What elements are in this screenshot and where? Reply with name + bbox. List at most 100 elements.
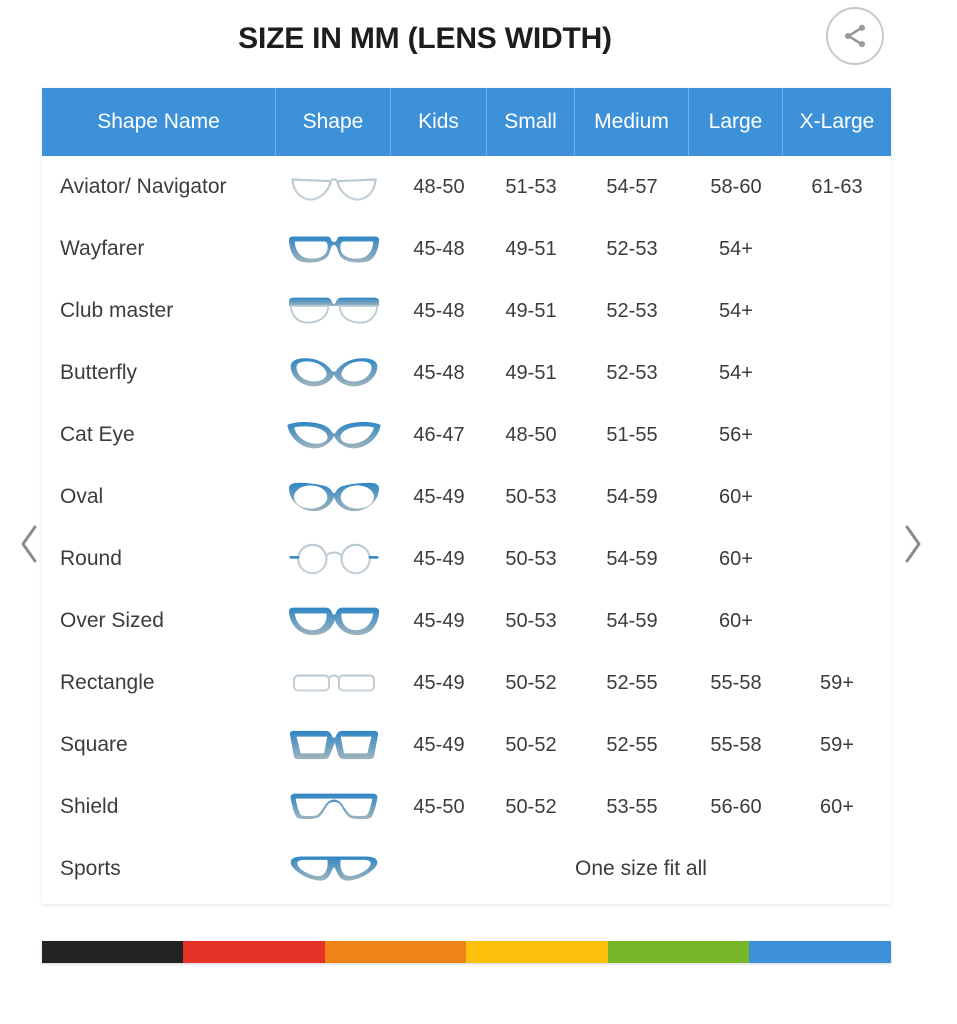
cell-large: 54+ <box>719 361 753 384</box>
color-bar-segment <box>324 941 467 963</box>
cell-shape-round-icon <box>276 528 391 590</box>
cell-kids: 46-47 <box>413 423 465 446</box>
cell-kids: 45-48 <box>413 237 465 260</box>
share-icon <box>841 22 869 50</box>
cell-kids: 48-50 <box>413 175 465 198</box>
table-row: Square 45-49 50-52 52-55 55-58 59+ <box>42 714 891 776</box>
cell-small: 50-52 <box>505 795 557 818</box>
cell-shape-butterfly-icon <box>276 342 391 404</box>
cell-shape-shield-icon <box>276 776 391 838</box>
cell-small: 50-53 <box>505 609 557 632</box>
cell-xlarge <box>783 218 891 280</box>
cell-large: 55-58 <box>710 733 762 756</box>
cell-small: 49-51 <box>505 299 557 322</box>
cell-kids: 45-49 <box>413 547 465 570</box>
cell-kids: 45-50 <box>413 795 465 818</box>
cell-shape-cateye-icon <box>276 404 391 466</box>
cell-shape-square-icon <box>276 714 391 776</box>
color-bar-segment <box>607 941 750 963</box>
cell-medium: 52-55 <box>606 671 658 694</box>
cell-medium: 53-55 <box>606 795 658 818</box>
cell-medium: 52-53 <box>606 237 658 260</box>
glyph-svg <box>288 543 379 575</box>
share-button[interactable] <box>826 7 884 65</box>
table-row: Shield 45-50 50-52 53-55 56-60 60+ <box>42 776 891 838</box>
cell-medium: 52-53 <box>606 361 658 384</box>
cell-kids: 45-48 <box>413 361 465 384</box>
table-row: Sports One size fit all <box>42 838 891 900</box>
cell-shape-name: Butterfly <box>60 361 138 384</box>
table-row: Rectangle 45-49 50-52 52-55 55-58 59+ <box>42 652 891 714</box>
table-row: Round 45-49 50-53 54-59 60+ <box>42 528 891 590</box>
cell-medium: 54-59 <box>606 547 658 570</box>
cell-shape-oversized-icon <box>276 590 391 652</box>
glyph-svg <box>290 793 377 820</box>
cell-xlarge <box>783 590 891 652</box>
cell-medium: 52-55 <box>606 733 658 756</box>
table-row: Cat Eye 46-47 48-50 51-55 56+ <box>42 404 891 466</box>
table-row: Wayfarer 45-48 49-51 52-53 54+ <box>42 218 891 280</box>
cell-shape-oval-icon <box>276 466 391 528</box>
cell-kids: 45-49 <box>413 733 465 756</box>
cell-kids: 45-49 <box>413 485 465 508</box>
color-bar-segment <box>749 941 891 963</box>
cell-xlarge <box>783 466 891 528</box>
table-row: Aviator/ Navigator 48-50 51-53 54-57 58-60 61… <box>42 156 891 218</box>
column-header-medium: Medium <box>575 88 689 156</box>
glyph-svg <box>288 482 379 512</box>
glyph-svg <box>288 236 379 263</box>
cell-xlarge <box>783 280 891 342</box>
column-header-shape: Shape <box>276 88 391 156</box>
cell-large: 56-60 <box>710 795 762 818</box>
glyph-svg <box>288 674 379 692</box>
color-bar <box>42 941 891 963</box>
cell-medium: 54-59 <box>606 485 658 508</box>
cell-xlarge <box>783 342 891 404</box>
cell-shape-name: Rectangle <box>60 671 155 694</box>
cell-xlarge <box>783 404 891 466</box>
glyph-svg <box>288 297 379 324</box>
cell-shape-aviator-icon <box>276 156 391 218</box>
cell-shape-name: Shield <box>60 795 119 818</box>
table-row: Oval 45-49 50-53 54-59 60+ <box>42 466 891 528</box>
column-header-x-large: X-Large <box>799 110 875 133</box>
cell-small: 50-52 <box>505 733 557 756</box>
glyph-svg <box>288 607 379 636</box>
cell-medium: 54-57 <box>606 175 658 198</box>
cell-large: 54+ <box>719 299 753 322</box>
glyph-svg <box>290 358 377 387</box>
cell-kids: 45-49 <box>413 671 465 694</box>
glyph-svg <box>287 177 380 201</box>
cell-one-size-fit-all: One size fit all <box>575 857 707 880</box>
table-header-row: Shape Name Shape Kids Small Medium Large… <box>42 88 891 156</box>
cell-large: 60+ <box>719 609 753 632</box>
column-header-shape-name: Shape Name <box>42 88 276 156</box>
cell-shape-name: Over Sized <box>60 609 164 632</box>
cell-large: 56+ <box>719 423 753 446</box>
cell-shape-name: Sports <box>60 857 121 880</box>
column-header-large: Large <box>689 88 783 156</box>
cell-xlarge <box>783 528 891 590</box>
carousel-next-button[interactable] <box>890 518 934 570</box>
table-row: Over Sized 45-49 50-53 54-59 60+ <box>42 590 891 652</box>
cell-large: 60+ <box>719 485 753 508</box>
cell-shape-name: Wayfarer <box>60 237 145 260</box>
cell-xlarge: 59+ <box>820 733 854 756</box>
table-body: Aviator/ Navigator 48-50 51-53 54-57 58-60 61… <box>42 156 891 904</box>
color-bar-segment <box>42 941 184 963</box>
carousel-prev-button[interactable] <box>8 518 52 570</box>
cell-large: 55-58 <box>710 671 762 694</box>
cell-shape-name: Round <box>60 547 122 570</box>
table-row: Club master 45-48 49-51 52-53 54+ <box>42 280 891 342</box>
cell-shape-clubmaster-icon <box>276 280 391 342</box>
cell-small: 50-52 <box>505 671 557 694</box>
cell-small: 49-51 <box>505 237 557 260</box>
cell-shape-name: Oval <box>60 485 104 508</box>
cell-small: 48-50 <box>505 423 557 446</box>
cell-small: 50-53 <box>505 485 557 508</box>
cell-xlarge: 61-63 <box>811 175 863 198</box>
color-bar-segment <box>466 941 608 963</box>
cell-kids: 45-49 <box>413 609 465 632</box>
cell-small: 50-53 <box>505 547 557 570</box>
cell-xlarge: 60+ <box>820 795 854 818</box>
